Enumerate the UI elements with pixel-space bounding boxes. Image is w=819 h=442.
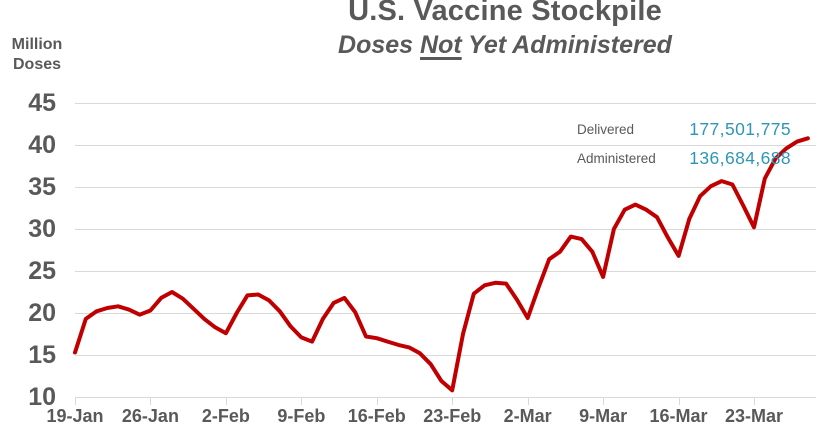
- y-axis-unit-line1: Million: [11, 36, 63, 53]
- y-gridline-40: [75, 145, 816, 146]
- subtitle-text-underlined: Not: [420, 31, 462, 59]
- stockpile-series-line: [73, 136, 810, 393]
- y-tick-label-30: 30: [28, 215, 56, 243]
- x-tick-label-19-Jan: 19-Jan: [46, 406, 104, 426]
- administered-label: Administered: [577, 151, 656, 166]
- y-tick-label-25: 25: [28, 257, 56, 285]
- administered-row: Administered 136,684,688: [577, 144, 791, 173]
- y-gridline-45: [75, 103, 816, 104]
- x-tick-mark-19-Jan: [75, 397, 76, 405]
- delivered-label: Delivered: [577, 122, 635, 137]
- y-gridline-10: [75, 397, 816, 398]
- x-tick-label-23-Feb: 23-Feb: [423, 406, 482, 426]
- x-tick-label-23-Mar: 23-Mar: [724, 406, 784, 426]
- y-axis-unit-label: Million Doses: [6, 35, 68, 75]
- annotation-box: Delivered 177,501,775 Administered 136,6…: [577, 115, 791, 173]
- x-tick-mark-16-Feb: [376, 397, 378, 405]
- y-gridline-25: [75, 271, 816, 272]
- x-tick-mark-2-Mar: [527, 397, 529, 405]
- x-tick-mark-2-Feb: [225, 397, 227, 405]
- x-tick-mark-16-Mar: [678, 397, 680, 405]
- chart-subtitle: Doses Not Yet Administered: [190, 31, 819, 60]
- x-tick-label-16-Mar: 16-Mar: [649, 406, 708, 426]
- subtitle-text-pre: Doses: [338, 31, 421, 59]
- y-tick-label-10: 10: [28, 383, 56, 411]
- x-tick-mark-23-Feb: [452, 397, 454, 405]
- y-tick-label-45: 45: [28, 89, 56, 117]
- x-tick-label-16-Feb: 16-Feb: [347, 406, 406, 426]
- x-tick-mark-23-Mar: [754, 397, 755, 405]
- y-gridline-20: [75, 313, 816, 314]
- chart-title: U.S. Vaccine Stockpile: [348, 0, 662, 27]
- x-tick-label-2-Feb: 2-Feb: [201, 406, 250, 426]
- x-tick-label-2-Mar: 2-Mar: [503, 406, 552, 426]
- y-tick-label-20: 20: [28, 299, 56, 327]
- y-axis-unit-line2: Doses: [12, 56, 62, 73]
- y-tick-label-40: 40: [28, 131, 56, 159]
- y-tick-label-35: 35: [28, 173, 56, 201]
- y-tick-label-15: 15: [28, 341, 56, 369]
- y-gridline-30: [75, 229, 816, 230]
- delivered-value: 177,501,775: [689, 119, 791, 139]
- x-tick-label-9-Mar: 9-Mar: [579, 406, 628, 426]
- administered-value: 136,684,688: [689, 148, 791, 168]
- subtitle-text-post: Yet Administered: [461, 31, 672, 59]
- delivered-row: Delivered 177,501,775: [577, 115, 791, 144]
- x-tick-mark-26-Jan: [150, 397, 152, 405]
- x-tick-label-26-Jan: 26-Jan: [121, 406, 179, 426]
- x-tick-label-9-Feb: 9-Feb: [277, 406, 326, 426]
- x-tick-mark-9-Feb: [301, 397, 303, 405]
- x-tick-mark-9-Mar: [603, 397, 605, 405]
- y-gridline-15: [75, 355, 816, 356]
- y-gridline-35: [75, 187, 816, 188]
